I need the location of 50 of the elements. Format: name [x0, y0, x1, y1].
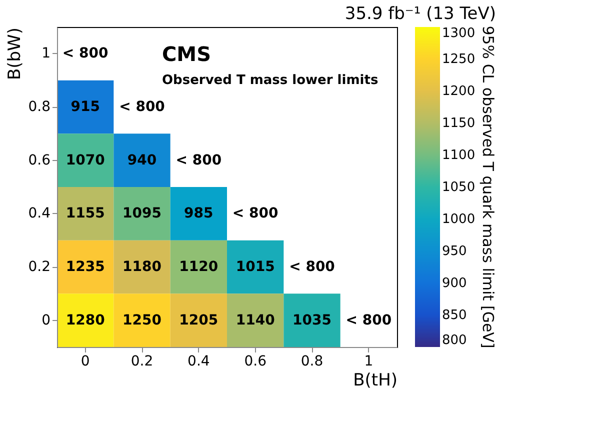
data-label: 1015 — [236, 259, 275, 275]
x-tick-label: 0.2 — [130, 354, 154, 370]
y-tick-label: 0.8 — [28, 99, 50, 115]
data-label: 1035 — [292, 312, 332, 328]
x-axis-title: B(tH) — [353, 370, 398, 390]
x-tick-label: 0.8 — [300, 354, 324, 370]
y-tick-label: 0 — [42, 312, 50, 328]
annotation: CMS — [162, 42, 211, 66]
text: < 800 — [62, 46, 108, 62]
annotation: Observed T mass lower limits — [162, 73, 378, 88]
text: < 800 — [232, 206, 278, 222]
y-tick-label: 0.2 — [28, 259, 50, 275]
data-label: 1250 — [122, 312, 162, 328]
data-label: 1095 — [122, 206, 162, 222]
color-bar-label: 800 — [442, 333, 467, 348]
data-label: 915 — [70, 99, 100, 115]
color-bar-label: 1250 — [442, 52, 476, 67]
color-bar-label: 950 — [442, 244, 467, 259]
data-label: 1280 — [66, 312, 106, 328]
data-label: 1205 — [179, 312, 218, 328]
color-bar-label: 1150 — [442, 116, 476, 131]
x-tick-label: 0 — [80, 354, 90, 370]
color-bar-label: 850 — [442, 308, 467, 323]
y-tick-label: 1 — [42, 46, 50, 62]
y-tick-label: 0.6 — [28, 152, 51, 168]
data-label: 940 — [127, 152, 157, 168]
color-bar-label: 900 — [442, 276, 467, 291]
data-label: 1070 — [66, 152, 106, 168]
text: < 800 — [289, 259, 335, 275]
data-label: 1140 — [236, 312, 276, 328]
text: < 800 — [119, 99, 165, 115]
data-label: 1235 — [66, 259, 105, 275]
color-bar-label: 1300 — [442, 26, 476, 41]
y-tick-label: 0.4 — [28, 206, 51, 222]
data-label: 1155 — [66, 206, 105, 222]
text: < 800 — [346, 312, 392, 328]
data-label: 1120 — [179, 259, 218, 275]
data-label: 985 — [184, 206, 214, 222]
text: < 800 — [176, 152, 222, 168]
color-bar-label: 1000 — [442, 212, 476, 227]
x-tick-label: 0.6 — [244, 354, 267, 370]
color-bar-title: 95% CL observed T quark mass limit [GeV] — [479, 26, 497, 348]
y-axis-title: B(bW) — [5, 28, 26, 80]
x-tick-label: 0.4 — [188, 354, 210, 370]
color-bar-label: 1100 — [442, 148, 476, 163]
color-bar-label: 1050 — [442, 180, 476, 195]
data-label: 1180 — [122, 259, 162, 275]
chart-title: 35.9 fb⁻¹ (13 TeV) — [344, 4, 496, 24]
color-bar-label: 1200 — [442, 84, 476, 99]
x-tick-label: 1 — [364, 354, 374, 370]
